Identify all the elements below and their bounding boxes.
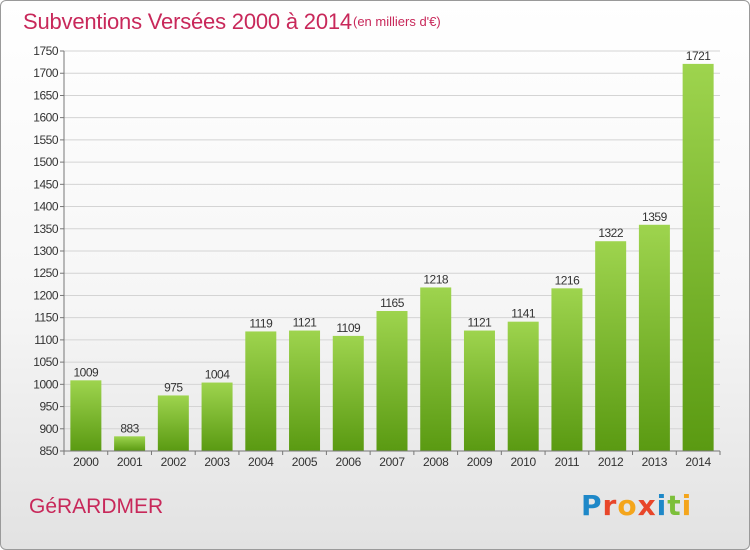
y-tick-label: 1050 xyxy=(33,355,59,369)
bar xyxy=(289,330,321,451)
x-tick-label: 2002 xyxy=(161,455,187,469)
y-tick-label: 1300 xyxy=(33,244,59,258)
x-tick-label: 2007 xyxy=(379,455,405,469)
data-label: 1165 xyxy=(380,296,405,310)
x-tick-label: 2001 xyxy=(117,455,143,469)
chart-title: Subventions Versées 2000 à 2014 xyxy=(23,9,352,34)
data-label: 1216 xyxy=(555,273,581,287)
y-tick-label: 1400 xyxy=(33,200,59,214)
x-tick-label: 2006 xyxy=(336,455,362,469)
data-label: 1218 xyxy=(423,272,449,286)
data-label: 1121 xyxy=(293,316,318,330)
data-label: 1109 xyxy=(336,321,361,335)
bar xyxy=(595,241,627,451)
data-label: 1121 xyxy=(468,316,493,330)
y-tick-label: 1250 xyxy=(33,266,59,280)
x-tick-label: 2008 xyxy=(423,455,449,469)
y-tick-label: 1350 xyxy=(33,222,59,236)
bar xyxy=(70,380,102,451)
x-tick-label: 2003 xyxy=(204,455,230,469)
bar xyxy=(157,395,189,451)
bar xyxy=(463,330,495,451)
bar xyxy=(114,436,146,451)
x-tick-label: 2012 xyxy=(598,455,624,469)
bar xyxy=(420,287,452,451)
y-tick-label: 850 xyxy=(39,444,58,458)
bar xyxy=(682,63,714,452)
proxiti-logo[interactable]: Proxiti xyxy=(581,489,693,522)
x-tick-label: 2011 xyxy=(555,455,580,469)
x-tick-label: 2005 xyxy=(292,455,318,469)
bar xyxy=(376,311,408,451)
bar xyxy=(245,331,277,451)
axes: 850 900 950 1000 1050 1100 1150 1200 1250 1300 135… xyxy=(33,44,721,469)
data-label: 1009 xyxy=(74,365,100,379)
data-label: 1322 xyxy=(598,226,624,240)
data-label: 1141 xyxy=(511,307,536,321)
bar xyxy=(332,335,364,451)
y-tick-label: 1600 xyxy=(33,111,59,125)
data-label: 975 xyxy=(164,380,183,394)
y-tick-label: 1450 xyxy=(33,177,59,191)
y-tick-label: 1750 xyxy=(33,44,59,58)
y-tick-label: 1200 xyxy=(33,288,59,302)
y-tick-label: 1100 xyxy=(34,333,59,347)
y-tick-label: 1150 xyxy=(34,311,59,325)
x-tick-label: 2010 xyxy=(510,455,536,469)
city-name: GéRARDMER xyxy=(29,495,164,518)
bars: 1009 883 975 1004 1119 1121 1109 1165 1218 1121 11… xyxy=(70,49,714,452)
data-label: 1721 xyxy=(686,49,712,63)
y-tick-label: 950 xyxy=(39,400,58,414)
data-label: 1119 xyxy=(249,316,273,330)
bar xyxy=(638,224,670,451)
y-tick-label: 1650 xyxy=(33,88,59,102)
x-tick-label: 2009 xyxy=(467,455,493,469)
y-tick-label: 1550 xyxy=(33,133,59,147)
bar xyxy=(551,288,583,451)
y-tick-label: 1500 xyxy=(33,155,59,169)
data-label: 1004 xyxy=(205,368,231,382)
y-tick-label: 1000 xyxy=(33,377,59,391)
bar xyxy=(507,321,539,451)
x-tick-label: 2004 xyxy=(248,455,274,469)
x-tick-label: 2013 xyxy=(642,455,668,469)
chart-subtitle: (en milliers d'€) xyxy=(353,14,441,29)
y-tick-label: 900 xyxy=(39,422,58,436)
x-tick-label: 2014 xyxy=(685,455,711,469)
data-label: 883 xyxy=(120,421,139,435)
bar xyxy=(201,382,233,451)
y-tick-label: 1700 xyxy=(33,66,59,80)
data-label: 1359 xyxy=(642,210,668,224)
x-tick-label: 2000 xyxy=(73,455,99,469)
